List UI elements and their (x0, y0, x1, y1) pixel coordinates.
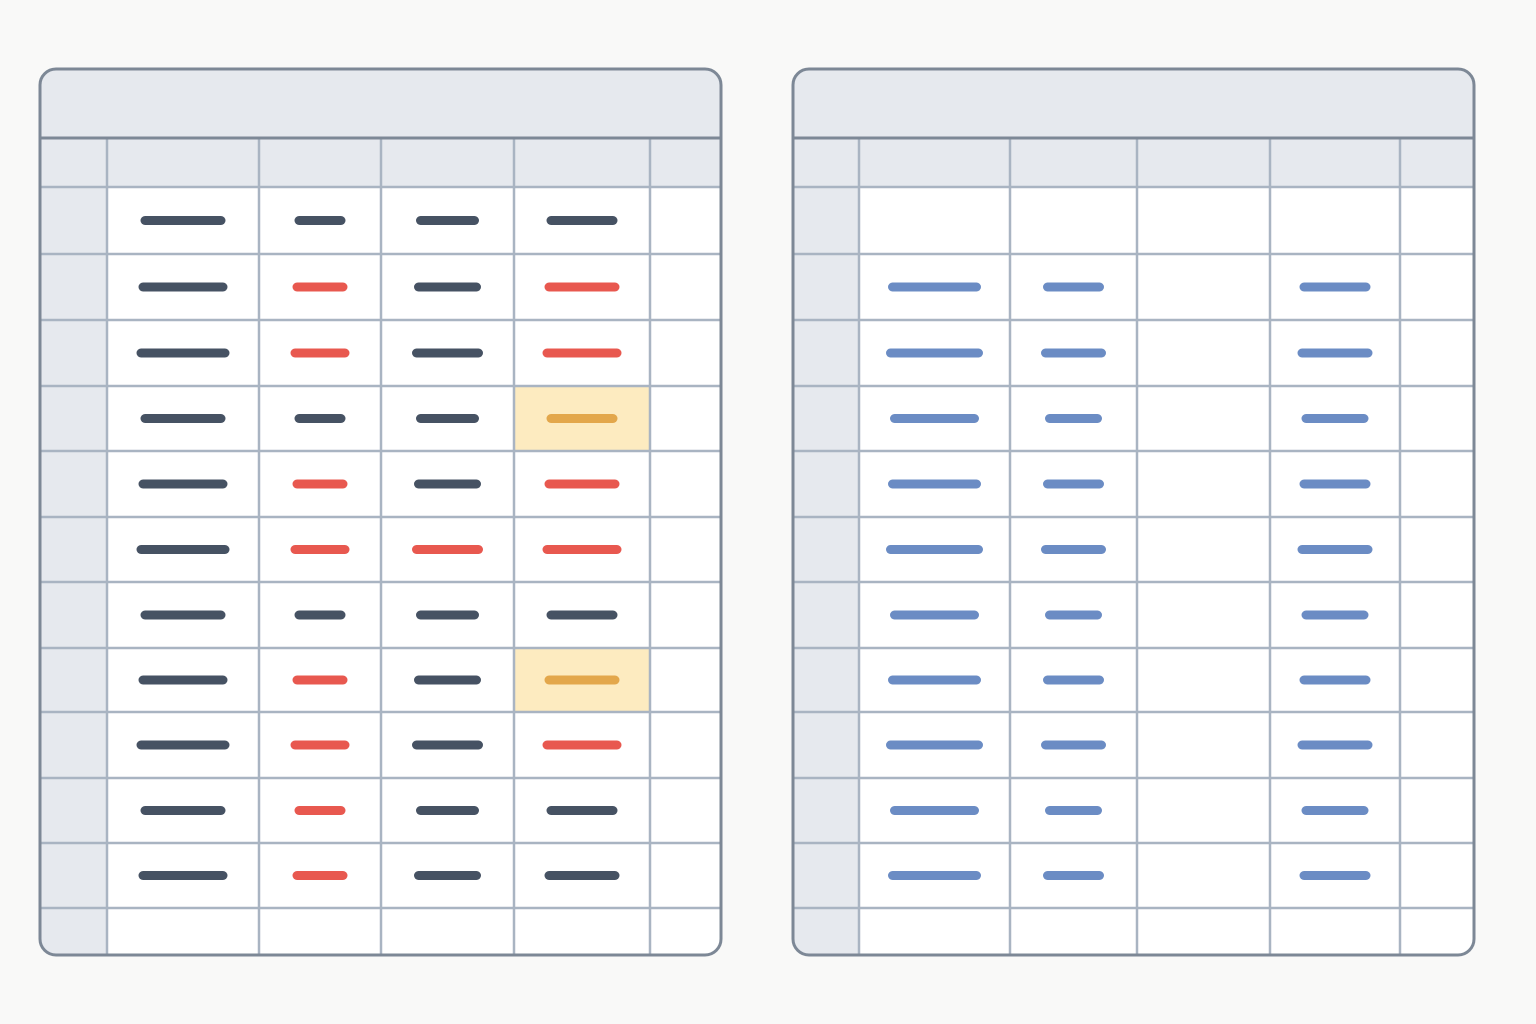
row-header-column (40, 187, 107, 955)
spreadsheet (38, 67, 723, 957)
sheet-body (793, 69, 1474, 955)
title-bar (40, 69, 721, 138)
title-bar (793, 69, 1474, 138)
sheet-bg (793, 69, 1474, 955)
row-header-column (793, 187, 859, 955)
spreadsheet (791, 67, 1476, 957)
column-header-row (793, 138, 1474, 187)
sheet-border (38, 67, 723, 957)
sheet-border (791, 67, 1476, 957)
sheet-body (40, 69, 721, 955)
